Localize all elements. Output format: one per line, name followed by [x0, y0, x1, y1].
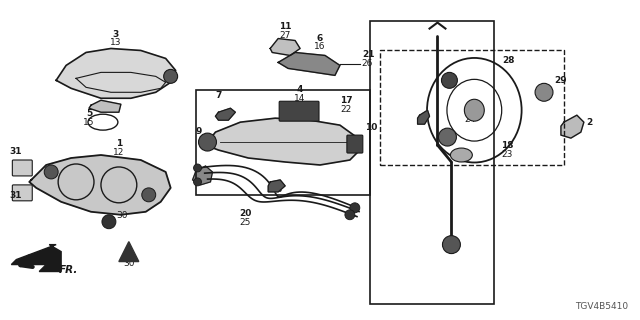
Text: 14: 14	[294, 94, 306, 103]
Text: 8: 8	[275, 185, 282, 194]
Text: 18: 18	[501, 141, 514, 150]
Text: 3: 3	[113, 29, 119, 38]
Circle shape	[442, 236, 460, 253]
Circle shape	[193, 178, 202, 186]
Text: 9: 9	[195, 127, 202, 136]
Bar	[380, 51, 564, 165]
Polygon shape	[119, 242, 139, 261]
Text: 1: 1	[116, 139, 122, 148]
Text: 6: 6	[317, 34, 323, 43]
FancyBboxPatch shape	[12, 185, 32, 201]
Polygon shape	[270, 38, 300, 55]
Text: 17: 17	[340, 96, 353, 105]
Bar	[370, 20, 494, 304]
Bar	[196, 90, 370, 195]
Polygon shape	[417, 110, 429, 124]
Text: 10: 10	[365, 123, 377, 132]
Text: 20: 20	[239, 209, 252, 218]
Text: 4: 4	[297, 85, 303, 94]
Text: 16: 16	[314, 43, 326, 52]
Text: 2: 2	[586, 118, 592, 127]
Text: 31: 31	[10, 147, 22, 156]
Text: 27: 27	[280, 30, 291, 40]
Polygon shape	[89, 100, 121, 112]
Polygon shape	[12, 244, 61, 271]
Polygon shape	[278, 52, 340, 76]
Polygon shape	[561, 115, 584, 138]
Text: 5: 5	[86, 109, 92, 118]
Text: 30: 30	[123, 259, 134, 268]
FancyBboxPatch shape	[12, 160, 32, 176]
FancyBboxPatch shape	[347, 135, 363, 153]
Circle shape	[442, 72, 458, 88]
Text: 28: 28	[502, 56, 515, 65]
Circle shape	[535, 83, 553, 101]
Text: 12: 12	[113, 148, 125, 157]
Circle shape	[142, 188, 156, 202]
Text: FR.: FR.	[59, 266, 79, 276]
Text: 13: 13	[110, 38, 122, 47]
Text: 15: 15	[83, 118, 95, 127]
FancyBboxPatch shape	[279, 101, 319, 121]
Polygon shape	[268, 180, 285, 192]
Text: 31: 31	[10, 191, 22, 200]
Ellipse shape	[451, 148, 472, 162]
Text: 25: 25	[239, 218, 251, 227]
Text: 22: 22	[340, 105, 351, 114]
Text: 29: 29	[554, 76, 566, 85]
Text: 19: 19	[465, 106, 477, 115]
Circle shape	[345, 210, 355, 220]
Text: 23: 23	[501, 150, 513, 159]
Circle shape	[438, 128, 456, 146]
Text: 24: 24	[465, 115, 476, 124]
Circle shape	[350, 203, 360, 213]
Text: 21: 21	[362, 51, 374, 60]
Circle shape	[198, 133, 216, 151]
Text: TGV4B5410: TGV4B5410	[575, 302, 628, 311]
Ellipse shape	[465, 99, 484, 121]
Polygon shape	[205, 118, 360, 165]
Polygon shape	[216, 108, 236, 120]
Circle shape	[193, 164, 202, 172]
Text: 30: 30	[116, 211, 127, 220]
Circle shape	[164, 69, 178, 83]
Circle shape	[44, 165, 58, 179]
Polygon shape	[29, 155, 171, 215]
Text: 11: 11	[279, 21, 291, 31]
Circle shape	[102, 215, 116, 229]
Polygon shape	[193, 166, 212, 185]
Text: 26: 26	[362, 60, 373, 68]
Text: 7: 7	[215, 91, 221, 100]
Polygon shape	[56, 49, 175, 98]
